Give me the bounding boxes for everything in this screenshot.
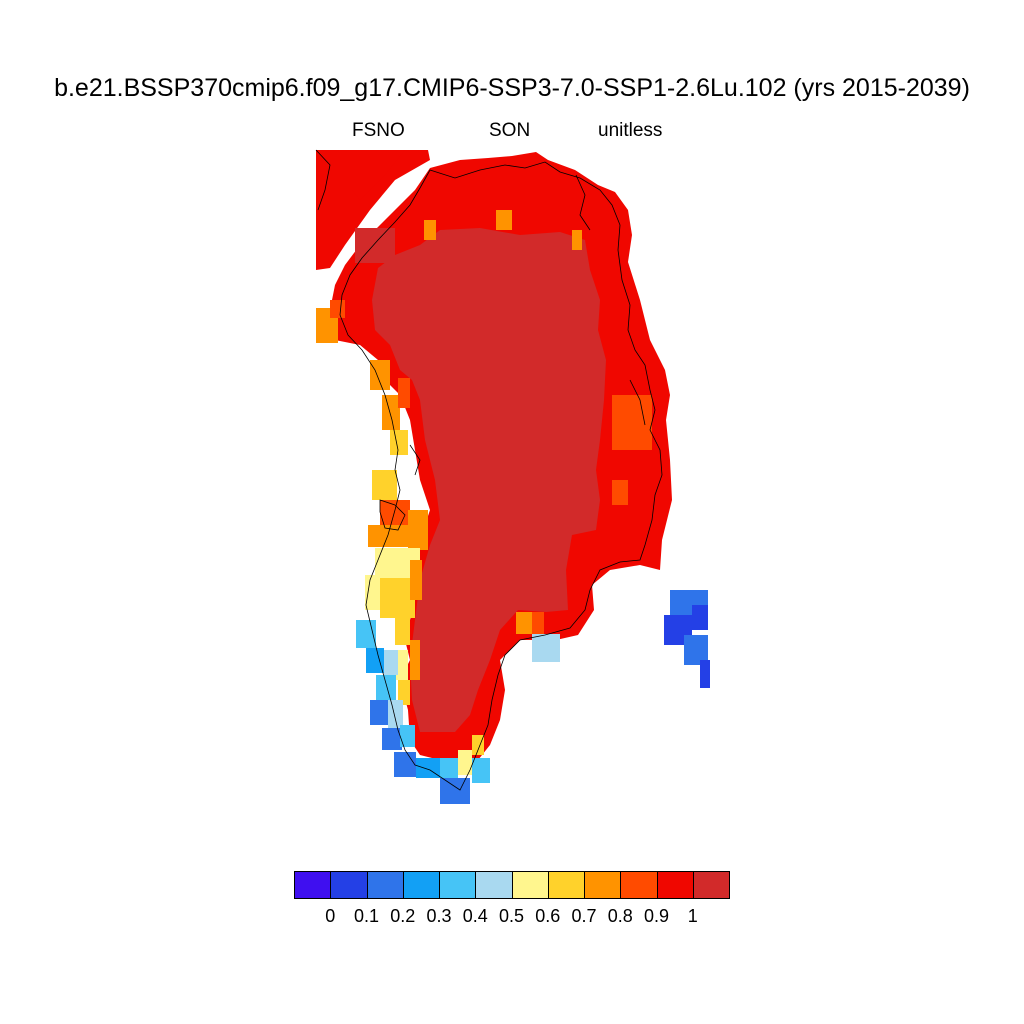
colorbar-box — [439, 871, 477, 899]
colorbar-tick-label: 0 — [325, 906, 336, 926]
colorbar-box — [330, 871, 368, 899]
colorbar-tick-label: 0.3 — [426, 906, 452, 926]
season-label: SON — [489, 120, 531, 141]
eastern-fragment — [664, 590, 710, 688]
coastline — [315, 149, 663, 791]
colorbar-box — [511, 871, 549, 899]
colorbar-box — [620, 871, 658, 899]
colorbar-box — [475, 871, 513, 899]
colorbar-box — [584, 871, 622, 899]
colorbar-box — [294, 871, 332, 899]
west-coast-transition — [316, 210, 652, 775]
southern-tip-low-values — [356, 620, 560, 804]
colorbar-box — [692, 871, 730, 899]
colorbar-tick-label: 0.4 — [462, 906, 488, 926]
colorbar-tick-label: 0.6 — [535, 906, 561, 926]
colorbar-tick-label: 0.9 — [643, 906, 670, 926]
plot-title: b.e21.BSSP370cmip6.f09_g17.CMIP6-SSP3-7.… — [54, 74, 970, 102]
colorbar-box — [656, 871, 694, 899]
colorbar-box — [547, 871, 585, 899]
colorbar-box — [366, 871, 404, 899]
colorbar-tick-label: 0.1 — [353, 906, 380, 926]
ellesmere-region — [316, 150, 430, 270]
units-label: unitless — [598, 120, 663, 141]
ice-sheet-interior — [355, 228, 606, 732]
colorbar-tick-label: 0.5 — [498, 906, 525, 926]
colorbar-tick-label: 1 — [687, 906, 698, 926]
colorbar-tick-label: 0.8 — [607, 906, 633, 926]
colorbar-tick-label: 0.7 — [571, 906, 597, 926]
colorbar-tick-label: 0.2 — [390, 906, 416, 926]
colorbar-box — [402, 871, 440, 899]
variable-label: FSNO — [352, 120, 405, 141]
